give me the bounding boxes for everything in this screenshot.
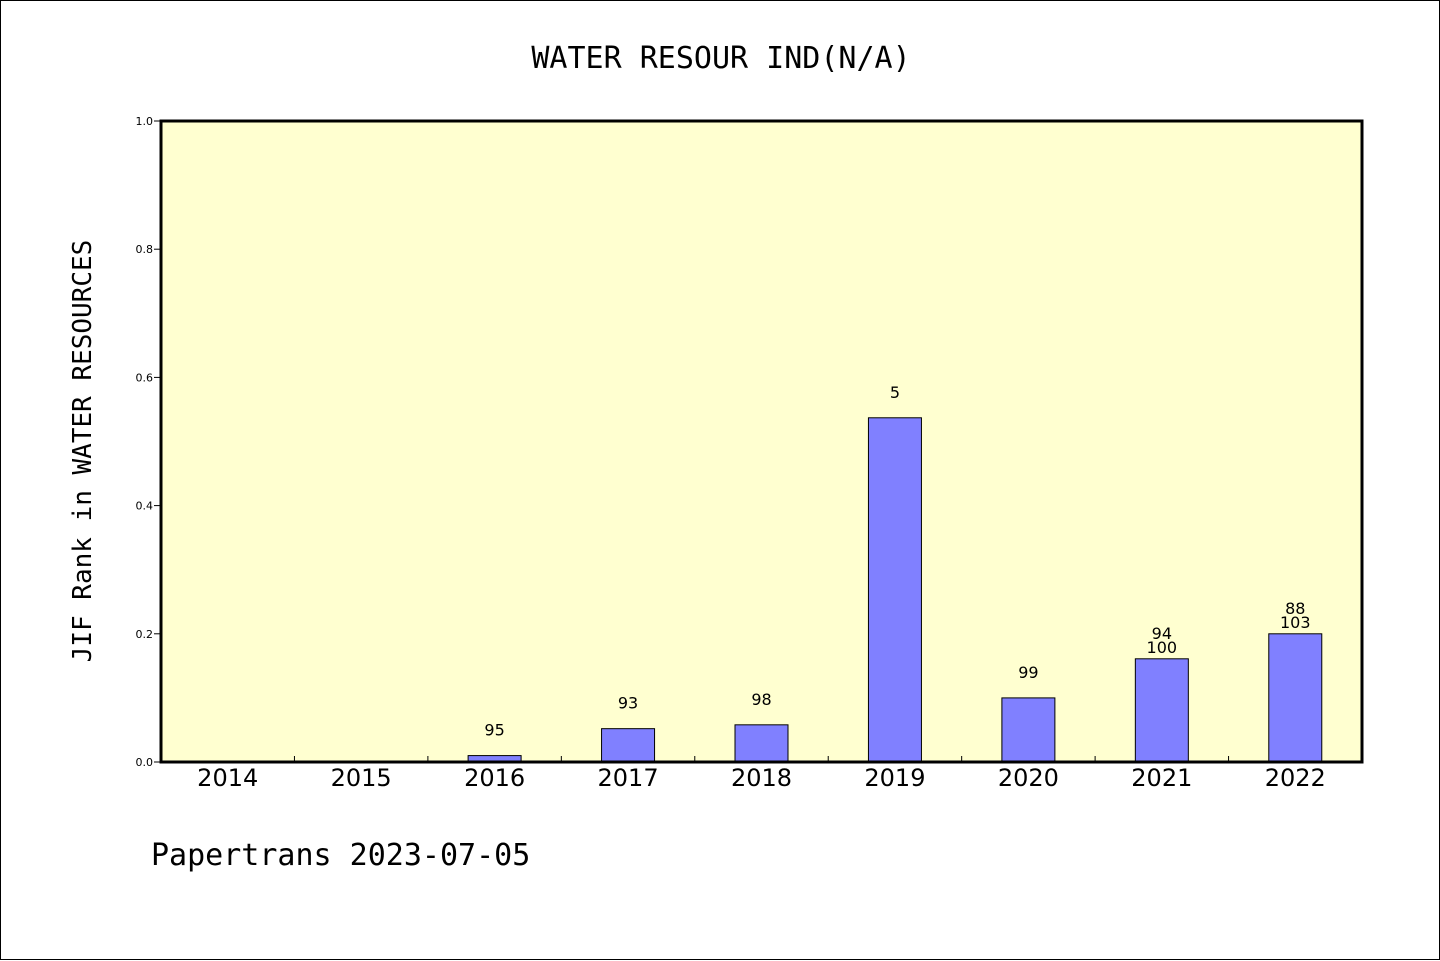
bar-2020[interactable] <box>1001 697 1056 763</box>
bar-2022[interactable] <box>1268 633 1323 763</box>
bar-2017[interactable] <box>601 728 656 763</box>
data-label-2022: 88 <box>1285 599 1305 618</box>
y-tick-label: 0.6 <box>136 371 154 384</box>
x-tick-label: 2016 <box>464 764 525 792</box>
data-label-2021: 94 <box>1152 624 1172 643</box>
footer-text: Papertrans 2023-07-05 <box>151 838 530 873</box>
y-tick-label: 0.2 <box>136 628 154 641</box>
data-label-2021: 100 <box>1147 638 1178 657</box>
bar-2021[interactable] <box>1134 658 1189 763</box>
x-tick-label: 2019 <box>864 764 925 792</box>
x-tick-label: 2022 <box>1265 764 1326 792</box>
bar-2019[interactable] <box>867 417 922 763</box>
data-label-2016: 95 <box>484 721 504 740</box>
plot-area <box>161 121 1362 762</box>
x-tick-label: 2015 <box>331 764 392 792</box>
x-tick-label: 2020 <box>998 764 1059 792</box>
y-tick-label: 0.8 <box>136 243 154 256</box>
y-tick-label: 0.0 <box>136 756 154 769</box>
x-tick-label: 2018 <box>731 764 792 792</box>
y-tick-label: 1.0 <box>136 115 154 128</box>
plot-border <box>159 119 1364 764</box>
y-tick-label: 0.4 <box>136 500 154 513</box>
data-label-2017: 93 <box>618 694 638 713</box>
data-label-2022: 103 <box>1280 613 1311 632</box>
data-label-2018: 98 <box>751 690 771 709</box>
data-label-2019: 5 <box>890 383 900 402</box>
bar-2018[interactable] <box>734 724 789 763</box>
x-tick-label: 2017 <box>598 764 659 792</box>
y-axis-label: JIF Rank in WATER RESOURCES <box>68 240 98 663</box>
x-tick-label: 2021 <box>1131 764 1192 792</box>
chart-title: WATER RESOUR IND(N/A) <box>531 41 910 76</box>
chart-marks: 0.0 0.2 0.4 0.6 0.8 1.0 2014 2015 95 2016 93 2017 98… <box>136 115 1326 792</box>
x-tick-label: 2014 <box>197 764 258 792</box>
data-label-2020: 99 <box>1018 663 1038 682</box>
